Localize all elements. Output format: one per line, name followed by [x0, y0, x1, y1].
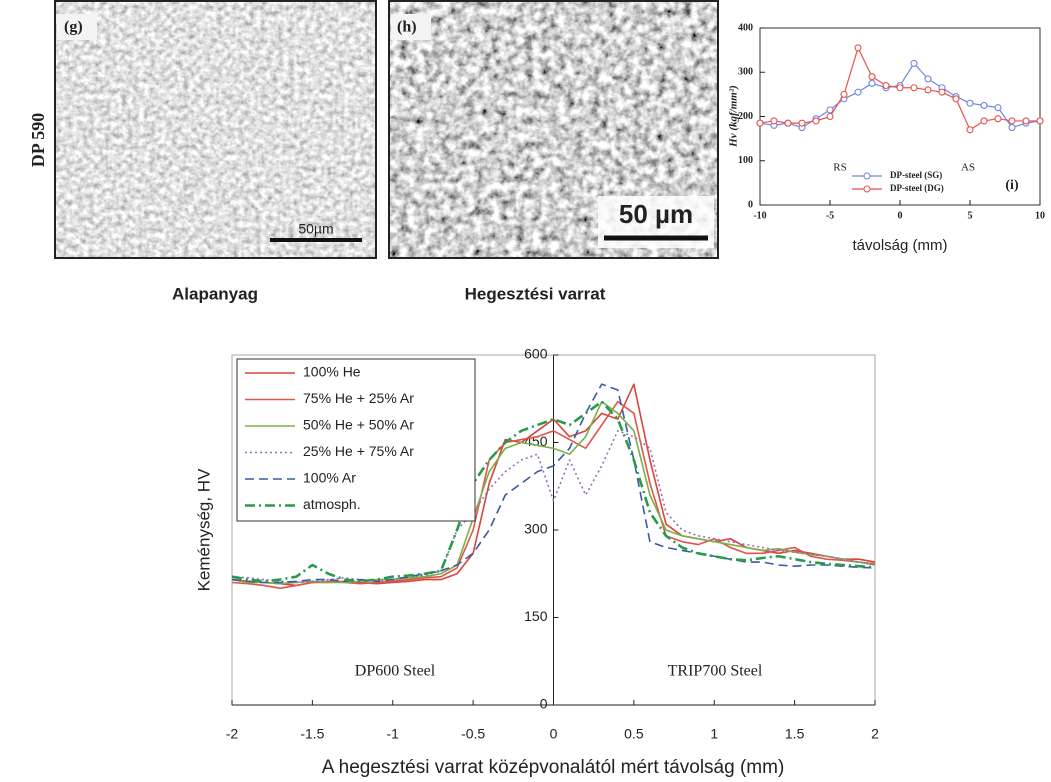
- point: [1022, 117, 1030, 125]
- series-line: [231, 430, 876, 584]
- point: [966, 126, 974, 134]
- point: [910, 84, 918, 92]
- point: [980, 101, 988, 109]
- legend-marker: [863, 172, 871, 180]
- x-tick-label: -5: [826, 210, 834, 221]
- legend-box: [236, 358, 476, 522]
- point: [784, 119, 792, 127]
- x-axis-label: távolság (mm): [852, 237, 947, 254]
- micrograph-image: [55, 1, 376, 258]
- series-line: [231, 383, 876, 584]
- point: [1008, 117, 1016, 125]
- point: [910, 59, 918, 67]
- y-tick-label: 300: [738, 67, 753, 78]
- point: [994, 115, 1002, 123]
- y-tick-label: 100: [738, 155, 753, 166]
- point: [952, 95, 960, 103]
- point: [1036, 117, 1044, 125]
- micrograph-frame: [388, 0, 719, 259]
- y-tick-label: 600: [524, 346, 548, 362]
- y-axis-label: Hv (kgf/mm²): [728, 85, 740, 148]
- x-tick-label: -1: [387, 726, 400, 742]
- legend-label: 75% He + 25% Ar: [303, 390, 414, 406]
- x-tick-label: 1.5: [785, 726, 805, 742]
- point: [882, 81, 890, 90]
- x-tick-label: 1: [710, 726, 718, 742]
- point: [798, 119, 806, 127]
- micrograph-g: (g) 50µm Alapanyag: [54, 0, 377, 303]
- point: [756, 119, 764, 127]
- legend-label: atmosph.: [303, 496, 361, 512]
- label-box: [391, 14, 431, 40]
- legend-label: DP-steel (SG): [890, 170, 942, 180]
- y-tick-label: 150: [524, 608, 548, 624]
- y-tick-label: 0: [748, 199, 753, 210]
- y-tick-label: 400: [738, 22, 753, 33]
- annotation: AS: [961, 162, 975, 174]
- x-tick-label: 0: [898, 210, 903, 221]
- legend-label: 100% He: [303, 364, 361, 380]
- side-label: DP 590: [28, 113, 48, 168]
- x-tick-label: -0.5: [461, 726, 485, 742]
- legend-label: 50% He + 50% Ar: [303, 417, 414, 433]
- point: [924, 75, 932, 83]
- point: [1008, 124, 1016, 132]
- legend-label: 25% He + 75% Ar: [303, 443, 414, 459]
- point: [854, 88, 862, 96]
- panel-label: (g): [64, 19, 83, 36]
- x-tick-label: 0.5: [624, 726, 644, 742]
- legend-label: 100% Ar: [303, 470, 356, 486]
- micrograph-h: (h) 50 µm Hegesztési varrat: [388, 0, 719, 303]
- point: [980, 117, 988, 125]
- panel-label: (i): [1005, 178, 1019, 193]
- x-tick-label: 2: [871, 726, 879, 742]
- annotation: TRIP700 Steel: [668, 663, 763, 680]
- x-tick-label: -10: [753, 210, 766, 221]
- x-axis-label: A hegesztési varrat középvonalától mért …: [322, 757, 785, 778]
- point: [840, 90, 848, 98]
- x-tick-label: 5: [968, 210, 973, 221]
- y-axis-label: Keménység, HV: [194, 468, 213, 591]
- panel-label: (h): [397, 19, 417, 36]
- x-tick-label: -2: [226, 726, 239, 742]
- scale-bar-label: 50 µm: [619, 199, 693, 229]
- annotation: RS: [833, 162, 846, 174]
- series-line: [231, 400, 876, 585]
- point: [854, 44, 862, 52]
- point: [868, 73, 876, 81]
- caption: Hegesztési varrat: [465, 284, 606, 303]
- x-tick-label: -1.5: [300, 726, 324, 742]
- legend-label: DP-steel (DG): [890, 183, 944, 193]
- point: [826, 106, 834, 114]
- x-tick-label: 10: [1035, 210, 1045, 221]
- point: [770, 117, 778, 125]
- label-box: [57, 14, 97, 40]
- point: [868, 79, 876, 87]
- point: [994, 104, 1002, 112]
- x-tick-label: 0: [550, 726, 558, 742]
- legend-marker: [863, 185, 871, 193]
- point: [826, 112, 834, 121]
- point: [924, 86, 932, 94]
- y-tick-label: 0: [540, 696, 548, 712]
- point: [966, 99, 974, 107]
- caption: Alapanyag: [172, 284, 258, 303]
- point: [938, 88, 946, 96]
- y-tick-label: 200: [738, 111, 753, 122]
- series-line: [231, 400, 876, 583]
- scale-bar-label: 50µm: [298, 221, 333, 237]
- y-tick-label: 300: [524, 521, 548, 537]
- point: [896, 84, 904, 92]
- micrograph-frame: [54, 0, 377, 259]
- annotation: DP600 Steel: [355, 663, 436, 680]
- point: [812, 117, 820, 125]
